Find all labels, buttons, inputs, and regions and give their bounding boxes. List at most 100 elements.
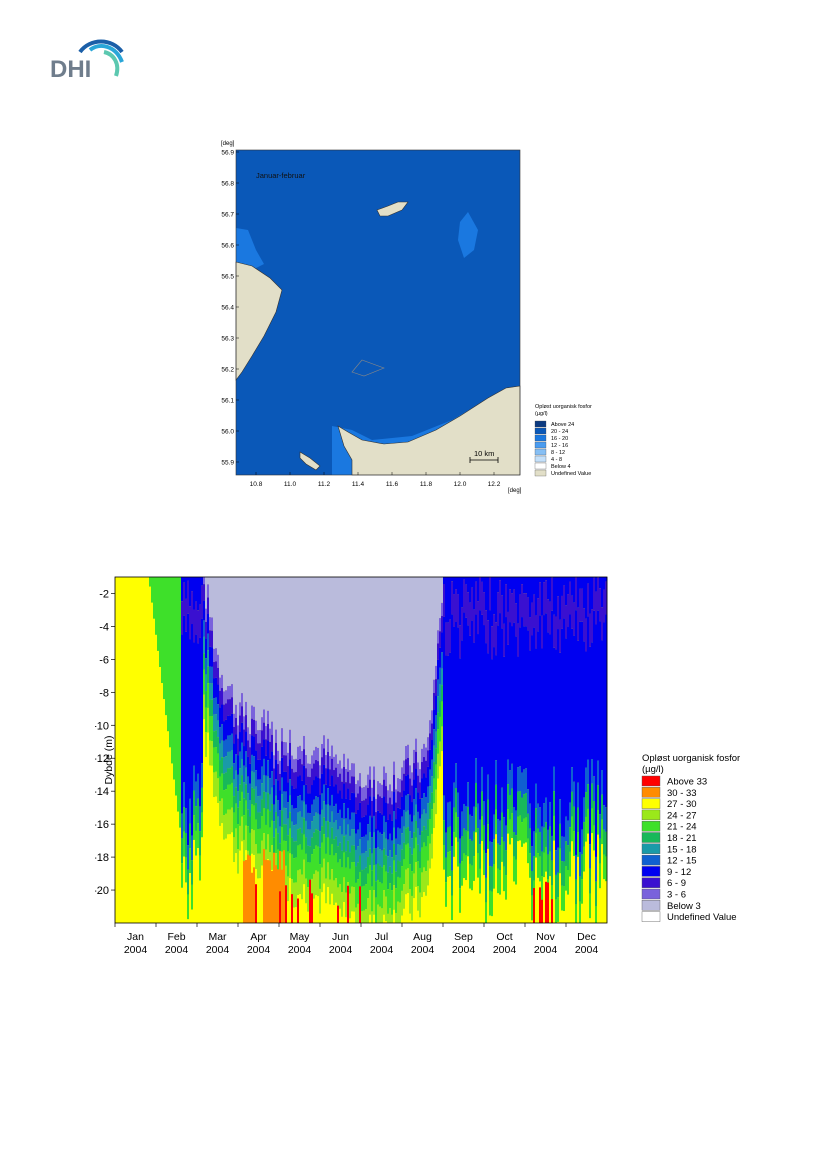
profile-cell [303, 749, 306, 766]
profile-cell [379, 882, 382, 907]
profile-cell [243, 716, 246, 730]
profile-cell [597, 834, 600, 923]
profile-cell [351, 792, 354, 813]
profile-cell [603, 577, 606, 590]
profile-cell [507, 833, 510, 923]
profile-cell [237, 577, 240, 726]
profile-cell [451, 870, 454, 896]
profile-cell [221, 823, 224, 923]
profile-cell [369, 914, 372, 923]
profile-cell [291, 894, 294, 923]
profile-cell [345, 782, 348, 799]
profile-cell [491, 891, 494, 917]
profile-cell [559, 848, 562, 874]
profile-cell [361, 577, 364, 788]
profile-cell [567, 894, 570, 923]
profile-cell [273, 755, 276, 769]
profile-cell [435, 814, 438, 923]
profile-cell [293, 882, 296, 908]
profile-cell [303, 765, 306, 786]
profile-cell [495, 784, 498, 810]
profile-cell [151, 577, 154, 603]
profile-cell [297, 577, 300, 747]
profile-cell [317, 830, 320, 847]
profile-cell [257, 759, 260, 780]
profile-cell [447, 655, 450, 803]
profile-cell [521, 617, 524, 773]
profile-cell [267, 793, 270, 810]
profile-cell [181, 601, 184, 635]
profile-cell [237, 849, 240, 874]
profile-cell [245, 859, 248, 923]
profile-cell [539, 807, 542, 833]
profile-cell [363, 577, 366, 788]
map-legend: Opløst uorganisk fosfor(µg/l)Above 2420 … [534, 404, 592, 477]
profile-cell [389, 784, 392, 798]
profile-cell [223, 740, 226, 758]
profile-cell [551, 860, 554, 886]
profile-cell [401, 816, 404, 834]
profile-cell [545, 846, 548, 872]
profile-cell [433, 577, 436, 680]
profile-cell [235, 770, 238, 788]
profile-cell [243, 815, 246, 840]
profile-cell [323, 801, 326, 818]
profile-cell [547, 882, 550, 923]
profile-cell [545, 797, 548, 823]
profile-cell [243, 729, 246, 747]
profile-cell [525, 577, 528, 594]
profile-cell [489, 841, 492, 867]
profile-cell [495, 622, 498, 656]
profile-cell [517, 767, 520, 792]
profile-cell [527, 813, 530, 839]
profile-cell [497, 592, 500, 626]
profile-cell [555, 577, 558, 617]
profile-cell [375, 864, 378, 882]
profile-cell [569, 614, 572, 803]
profile-cell [449, 826, 452, 852]
profile-cell [363, 852, 366, 870]
profile-cell [419, 917, 422, 923]
profile-cell [399, 844, 402, 862]
profile-cell [409, 814, 412, 832]
profile-cell [165, 715, 168, 923]
profile-cell [201, 763, 204, 788]
profile-cell [379, 865, 382, 883]
profile-cell [439, 667, 442, 684]
profile-cell [285, 808, 288, 825]
profile-cell [583, 797, 586, 823]
profile-cell [341, 867, 344, 893]
map-x-tick-label: 12.0 [454, 481, 467, 488]
profile-cell [411, 920, 414, 923]
profile-cell [429, 802, 432, 820]
profile-cell [597, 809, 600, 835]
profile-cell [281, 826, 284, 852]
profile-cell [299, 795, 302, 812]
profile-cell [201, 618, 204, 764]
profile-cell [601, 607, 604, 641]
profile-cell [433, 729, 436, 746]
profile-cell [301, 899, 304, 923]
profile-cell [411, 785, 414, 803]
profile-cell [433, 745, 436, 763]
profile-cell [359, 773, 362, 787]
profile-cell [603, 805, 606, 830]
profile-cell [443, 795, 446, 821]
profile-cell [569, 827, 572, 852]
profile-cell [209, 577, 212, 618]
profile-cell [431, 577, 434, 711]
profile-cell [259, 878, 262, 923]
profile-cell [273, 821, 276, 838]
profile-cell [475, 577, 478, 582]
profile-cell [343, 753, 346, 767]
profile-cell [399, 577, 402, 780]
profile-cell [391, 577, 394, 792]
profile-cell [531, 846, 534, 872]
map-legend-label: 4 - 8 [551, 457, 562, 463]
profile-cell [435, 715, 438, 732]
profile-cell [277, 800, 280, 817]
profile-legend-label: 3 - 6 [667, 890, 686, 901]
profile-cell [605, 581, 608, 615]
profile-cell [241, 758, 244, 776]
profile-cell [353, 577, 356, 764]
